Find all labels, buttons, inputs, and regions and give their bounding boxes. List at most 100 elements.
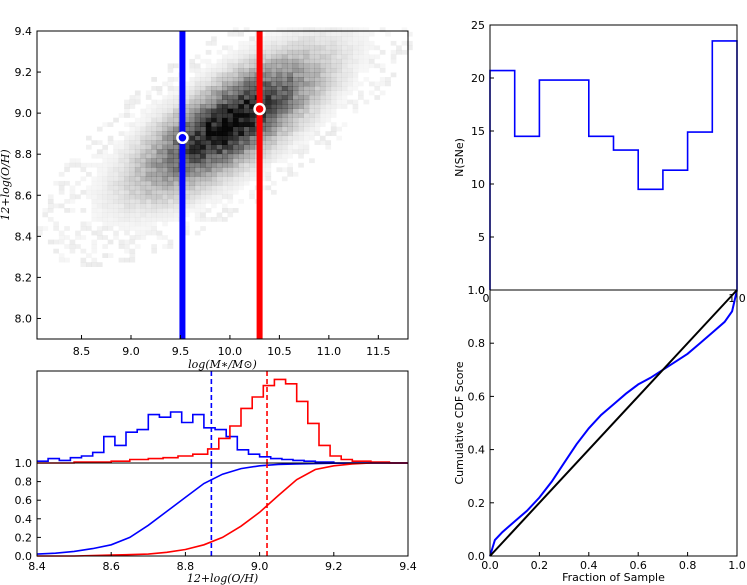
heatmap-cell [298,113,304,118]
heatmap-cell [276,167,283,173]
heatmap-cell [151,77,157,82]
heatmap-cell [194,113,201,118]
y-tick-label: 10 [471,178,485,191]
heatmap-cell [287,77,293,82]
heatmap-cell [281,49,288,55]
heatmap-cell [217,59,223,64]
heatmap-cell [227,77,234,82]
heatmap-cell [211,176,217,182]
heatmap-cell [129,131,136,136]
heatmap-cell [309,36,315,42]
heatmap-cell [216,122,223,127]
heatmap-cell [156,144,163,150]
heatmap-cell [189,135,196,141]
heatmap-cell [134,230,141,236]
heatmap-cell [232,27,239,33]
heatmap-cell [287,90,293,96]
heatmap-cell [265,158,272,164]
heatmap-cell [265,122,272,127]
heatmap-cell [330,122,337,127]
heatmap-cell [96,235,103,240]
heatmap-cell [58,203,65,209]
heatmap-cell [319,45,326,51]
heatmap-cell [69,194,76,200]
heatmap-cell [271,144,277,150]
heatmap-cell [194,162,201,168]
heatmap-cell [227,122,234,127]
heatmap-cell [102,176,108,182]
heatmap-cell [130,127,136,132]
heatmap-cell [380,91,386,96]
heatmap-cells [37,27,413,267]
heatmap-cell [309,27,315,33]
heatmap-cell [151,248,157,254]
heatmap-cell [265,45,272,51]
heatmap-cell [167,104,174,109]
heatmap-cell [341,68,348,73]
y-tick-label: 0.6 [468,390,486,403]
heatmap-cell [330,36,337,42]
heatmap-cell [102,144,108,150]
heatmap-cell [113,189,119,195]
heatmap-cell [189,63,196,69]
heatmap-cell [319,81,326,87]
y-tick-label: 9.2 [15,66,33,79]
x-tick-label: 11.0 [317,345,342,358]
heatmap-cell [342,122,348,127]
heatmap-cell [353,86,359,91]
heatmap-cell [222,144,228,150]
heatmap-cell [243,86,250,91]
heatmap-cell [211,81,217,87]
heatmap-cell [243,72,250,78]
heatmap-cell [173,122,179,127]
heatmap-cell [162,95,168,100]
heatmap-cell [69,189,76,195]
heatmap-cell [232,63,239,69]
heatmap-cell [151,185,157,191]
heatmap-cell [129,171,136,177]
heatmap-cell [96,189,103,195]
heatmap-cell [281,122,288,127]
heatmap-cell [211,40,217,46]
x-tick-label: 0.2 [531,559,549,572]
heatmap-cell [70,185,76,190]
heatmap-cell [265,144,272,150]
heatmap-cell [119,222,125,227]
heatmap-cell [134,95,141,100]
heatmap-cell [352,31,359,37]
heatmap-cell [194,185,201,191]
heatmap-cell [107,239,114,245]
heatmap-cell [162,149,168,155]
heatmap-cell [167,95,174,100]
heatmap-cell [200,149,206,155]
heatmap-cell [238,149,244,155]
heatmap-cell [249,171,255,177]
heatmap-cell [401,40,408,46]
x-tick-label: 10.5 [267,345,292,358]
heatmap-cell [107,203,114,209]
heatmap-cell [64,226,70,231]
heatmap-cell [216,135,223,141]
heatmap-cell [91,185,97,190]
heatmap-cell [200,68,206,73]
heatmap-cell [243,99,250,105]
heatmap-cell [303,99,310,105]
heatmap-cell [319,77,326,82]
heatmap-cell [265,162,272,168]
heatmap-cell [151,99,157,105]
heatmap-cell [129,199,136,204]
heatmap-cell [200,122,206,127]
heatmap-cell [309,117,315,123]
heatmap-cell [287,163,293,168]
heatmap-cell [238,162,244,168]
heatmap-cell [108,154,114,159]
heatmap-cell [222,180,228,186]
heatmap-cell [205,77,212,82]
heatmap-cell [113,149,119,155]
heatmap-cell [37,230,43,236]
heatmap-cell [265,153,272,159]
heatmap-cell [298,99,304,105]
heatmap-cell [189,86,196,91]
heatmap-cell [134,194,141,200]
heatmap-cell [222,217,228,222]
